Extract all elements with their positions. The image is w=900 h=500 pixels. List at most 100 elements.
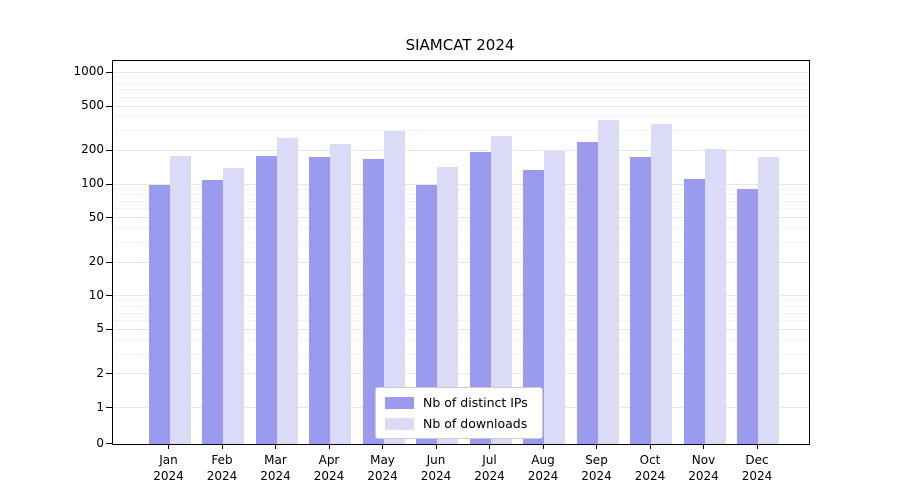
chart-title: SIAMCAT 2024 — [405, 36, 515, 54]
y-tick-mark — [106, 295, 112, 297]
plot-area: Nb of distinct IPs Nb of downloads — [112, 60, 810, 445]
gridline-minor — [113, 242, 809, 244]
x-tick-mark — [542, 444, 544, 449]
x-tick-mark — [596, 444, 597, 449]
bar-downloads — [223, 168, 244, 444]
legend-label-distinct-ips: Nb of distinct IPs — [423, 395, 528, 410]
x-tick-mark — [435, 444, 437, 449]
bar-downloads — [490, 135, 512, 444]
y-tick-mark — [106, 149, 112, 151]
legend-label-downloads: Nb of downloads — [423, 416, 528, 431]
x-tick-label: Dec 2024 — [741, 453, 773, 483]
y-tick-label: 500 — [81, 98, 104, 113]
bar-distinct-ips — [683, 179, 705, 444]
bar-downloads — [704, 148, 726, 444]
y-tick-label: 20 — [88, 254, 104, 269]
y-tick-mark — [106, 407, 112, 408]
y-tick-label: 1000 — [73, 64, 104, 79]
gridline-minor — [113, 320, 809, 322]
y-tick-mark — [106, 443, 112, 444]
y-tick-mark — [106, 183, 112, 185]
gridline-minor — [113, 194, 809, 196]
x-tick-label: May 2024 — [367, 453, 398, 483]
y-tick-mark — [106, 217, 112, 219]
gridline-minor — [113, 300, 809, 302]
gridline-major — [113, 261, 809, 263]
gridline-minor — [113, 208, 809, 210]
x-tick-label: Oct 2024 — [634, 453, 666, 483]
y-tick-label: 10 — [88, 287, 104, 302]
bar-distinct-ips — [576, 142, 598, 444]
gridline-major — [113, 105, 809, 107]
x-tick-mark — [221, 444, 223, 449]
x-tick-mark — [382, 444, 383, 449]
bar-distinct-ips — [416, 184, 437, 444]
y-tick-label: 5 — [96, 321, 104, 336]
y-tick-mark — [106, 261, 112, 263]
bar-distinct-ips — [630, 157, 651, 444]
x-tick-mark — [168, 444, 169, 449]
x-tick-mark — [703, 444, 704, 449]
bar-downloads — [544, 151, 565, 444]
gridline-minor — [113, 353, 809, 355]
gridline-minor — [113, 306, 809, 308]
bar-downloads — [758, 156, 779, 444]
bar-distinct-ips — [148, 184, 170, 444]
y-tick-label: 0 — [96, 435, 104, 450]
bar-distinct-ips — [309, 157, 330, 444]
bar-downloads — [330, 144, 351, 444]
x-tick-mark — [756, 444, 758, 449]
legend-swatch-downloads — [385, 417, 414, 430]
x-tick-label: Nov 2024 — [688, 453, 719, 483]
x-tick-label: Apr 2024 — [313, 453, 345, 483]
y-tick-label: 100 — [81, 176, 104, 191]
gridline-minor — [113, 228, 809, 230]
y-tick-label: 50 — [88, 209, 104, 224]
x-tick-label: Jul 2024 — [474, 453, 505, 483]
legend-item-downloads: Nb of downloads — [385, 416, 528, 431]
y-tick-mark — [106, 328, 112, 330]
bar-downloads — [437, 166, 458, 444]
gridline-major — [113, 149, 809, 151]
gridline-minor — [113, 200, 809, 202]
bar-downloads — [169, 156, 191, 444]
x-tick-mark — [649, 444, 651, 449]
bar-distinct-ips — [523, 170, 544, 444]
bar-distinct-ips — [255, 156, 277, 444]
bar-downloads — [383, 131, 405, 444]
gridline-minor — [113, 130, 809, 132]
x-tick-mark — [489, 444, 490, 449]
bar-distinct-ips — [362, 158, 384, 444]
gridline-minor — [113, 188, 809, 190]
bar-distinct-ips — [469, 152, 491, 444]
y-tick-label: 200 — [81, 142, 104, 157]
gridline-major — [113, 295, 809, 297]
gridline-major — [113, 183, 809, 185]
gridline-minor — [113, 116, 809, 118]
legend: Nb of distinct IPs Nb of downloads — [375, 387, 543, 439]
y-tick-mark — [106, 71, 112, 73]
legend-item-distinct-ips: Nb of distinct IPs — [385, 395, 528, 410]
y-tick-mark — [106, 105, 112, 107]
y-tick-label: 2 — [96, 365, 104, 380]
x-tick-label: Jun 2024 — [420, 453, 452, 483]
gridline-minor — [113, 82, 809, 84]
bar-downloads — [651, 123, 672, 444]
gridline-major — [113, 328, 809, 330]
bar-distinct-ips — [737, 188, 758, 444]
gridline-major — [113, 71, 809, 73]
x-tick-label: Sep 2024 — [581, 453, 612, 483]
gridline-major — [113, 373, 809, 375]
gridline-minor — [113, 89, 809, 91]
bar-distinct-ips — [202, 179, 223, 444]
bar-downloads — [276, 138, 298, 444]
gridline-minor — [113, 77, 809, 79]
legend-swatch-distinct-ips — [385, 396, 414, 409]
x-tick-mark — [275, 444, 276, 449]
x-tick-mark — [328, 444, 330, 449]
gridline-minor — [113, 96, 809, 98]
bar-downloads — [597, 119, 619, 444]
y-tick-mark — [106, 373, 112, 375]
gridline-minor — [113, 312, 809, 314]
